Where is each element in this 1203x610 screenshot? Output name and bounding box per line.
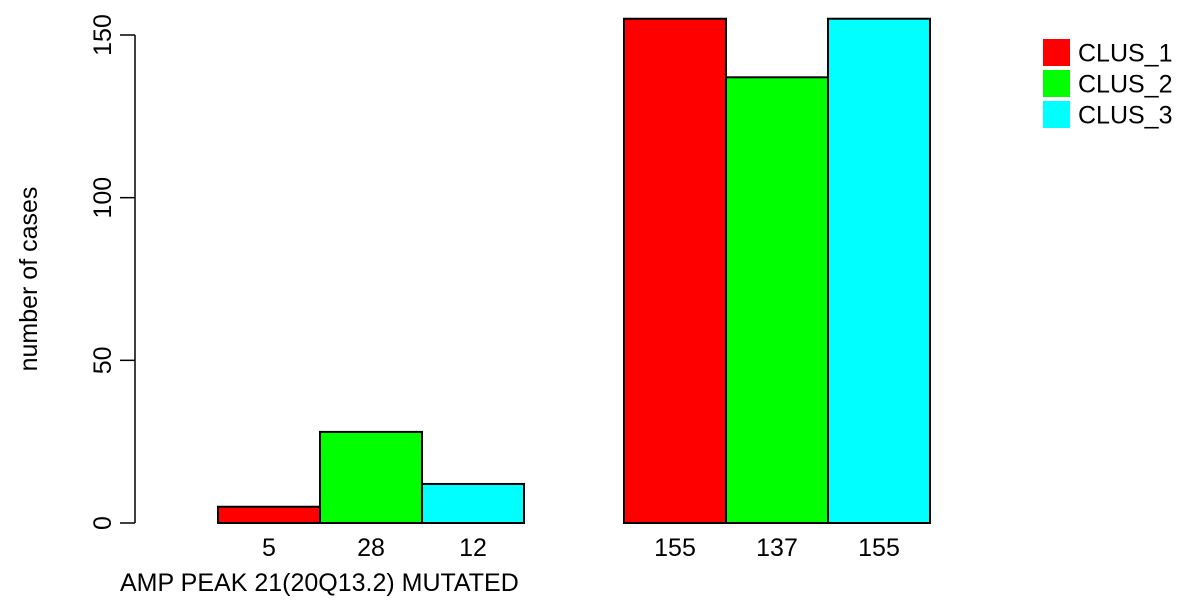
y-tick-label: 100: [89, 177, 117, 219]
legend-label: CLUS_1: [1078, 40, 1173, 68]
bar: [421, 482, 525, 524]
bar: [217, 505, 321, 525]
y-axis-label: number of cases: [15, 187, 43, 372]
x-axis-label: AMP PEAK 21(20Q13.2) MUTATED: [120, 569, 519, 597]
bar-value-label: 28: [357, 534, 385, 562]
y-tick-label: 150: [89, 14, 117, 56]
bar: [623, 17, 727, 524]
bar-value-label: 137: [756, 534, 798, 562]
y-axis: 0 50 100 150: [89, 14, 136, 530]
bar: [725, 76, 829, 524]
legend: CLUS_1 CLUS_2 CLUS_3: [1043, 39, 1173, 130]
legend-swatch: [1043, 70, 1070, 97]
bar-value-label: 5: [262, 534, 276, 562]
legend-label: CLUS_2: [1078, 71, 1173, 99]
y-tick-label: 0: [89, 516, 117, 530]
legend-label: CLUS_3: [1078, 102, 1173, 130]
legend-swatch: [1043, 101, 1070, 128]
bars: [217, 17, 931, 525]
y-tick-label: 50: [89, 346, 117, 374]
legend-swatch: [1043, 39, 1070, 66]
bar-value-label: 155: [858, 534, 900, 562]
bar-value-labels: 5 28 12 155 137 155: [262, 534, 900, 562]
bar: [319, 430, 423, 525]
bar: [827, 17, 931, 524]
bar-value-label: 12: [459, 534, 487, 562]
bar-value-label: 155: [654, 534, 696, 562]
